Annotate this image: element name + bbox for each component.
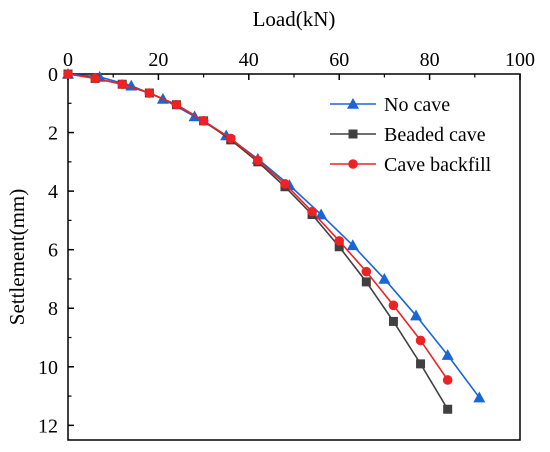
data-point-cave-backfill xyxy=(334,236,345,246)
data-point-no-cave xyxy=(315,208,328,220)
x-tick-label: 60 xyxy=(329,49,349,71)
data-point-cave-backfill xyxy=(90,73,100,84)
data-point-beaded-cave xyxy=(443,404,453,414)
data-point-cave-backfill xyxy=(198,116,209,126)
data-point-cave-backfill xyxy=(307,206,317,217)
data-point-cave-backfill xyxy=(117,79,128,90)
x-tick-label: 100 xyxy=(505,49,535,71)
data-point-beaded-cave xyxy=(361,277,371,287)
y-tick-label: 12 xyxy=(38,415,58,437)
data-point-no-cave xyxy=(410,309,423,321)
y-tick-label: 6 xyxy=(48,240,58,262)
data-point-cave-backfill xyxy=(253,155,263,166)
data-point-cave-backfill xyxy=(171,99,182,110)
data-point-no-cave xyxy=(378,272,391,284)
x-tick-label: 40 xyxy=(239,49,259,71)
legend-label-cave-backfill: Cave backfill xyxy=(384,154,492,176)
legend-label-no-cave: No cave xyxy=(384,94,450,116)
y-tick-label: 4 xyxy=(48,181,58,203)
legend-item-cave-backfill: Cave backfill xyxy=(330,154,492,176)
x-axis-top: 0 20 40 60 80 100 xyxy=(63,49,535,80)
legend-label-beaded-cave: Beaded cave xyxy=(384,124,486,146)
legend-item-no-cave: No cave xyxy=(330,94,450,116)
data-point-no-cave xyxy=(473,391,486,403)
series-layer xyxy=(62,68,486,414)
data-point-cave-backfill xyxy=(361,266,372,277)
data-point-beaded-cave xyxy=(334,242,344,252)
y-axis-title: Settlement(mm) xyxy=(5,189,29,325)
data-point-cave-backfill xyxy=(415,335,426,346)
y-tick-label: 10 xyxy=(38,357,58,379)
data-point-cave-backfill xyxy=(144,88,155,98)
legend-marker-beaded-cave xyxy=(348,129,358,139)
x-axis-title: Load(kN) xyxy=(253,7,336,31)
series-no-cave xyxy=(62,68,486,403)
x-tick-label: 0 xyxy=(63,49,73,71)
legend: No cave Beaded cave Cave backfill xyxy=(330,94,492,176)
data-point-cave-backfill xyxy=(442,375,453,385)
data-point-no-cave xyxy=(346,239,359,251)
y-tick-label: 2 xyxy=(48,123,58,145)
y-tick-label: 8 xyxy=(48,298,58,320)
data-point-no-cave xyxy=(441,349,454,360)
legend-item-beaded-cave: Beaded cave xyxy=(330,124,486,146)
data-point-beaded-cave xyxy=(388,316,398,326)
data-point-cave-backfill xyxy=(63,69,73,79)
legend-marker-no-cave xyxy=(347,98,359,109)
series-cave-backfill xyxy=(63,69,453,385)
x-tick-label: 80 xyxy=(420,49,440,71)
series-line-cave-backfill xyxy=(67,73,449,381)
x-tick-label: 20 xyxy=(148,49,168,71)
data-point-beaded-cave xyxy=(416,359,426,369)
series-line-no-cave xyxy=(67,73,480,399)
data-point-cave-backfill xyxy=(225,133,236,144)
series-beaded-cave xyxy=(63,69,453,414)
y-tick-label: 0 xyxy=(48,64,58,86)
legend-marker-cave-backfill xyxy=(348,159,358,169)
data-point-cave-backfill xyxy=(280,179,290,189)
data-point-cave-backfill xyxy=(388,300,399,311)
